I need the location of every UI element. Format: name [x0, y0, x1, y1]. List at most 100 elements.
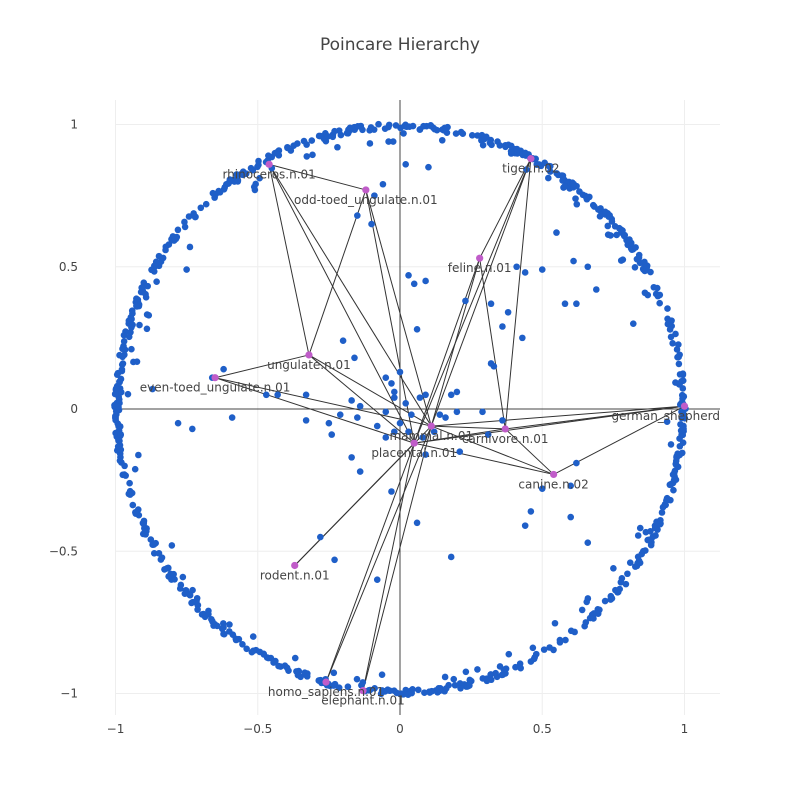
embedding-point	[553, 229, 560, 236]
embedding-point	[590, 615, 597, 622]
embedding-point	[356, 402, 364, 410]
labeled-node-marker	[305, 351, 313, 359]
embedding-point	[451, 681, 459, 689]
embedding-point	[331, 127, 338, 135]
embedding-point	[176, 585, 184, 592]
embedding-point	[607, 592, 615, 600]
embedding-point	[174, 226, 182, 234]
embedding-point	[161, 566, 168, 573]
embedding-point	[428, 687, 436, 695]
embedding-point	[626, 236, 633, 243]
embedding-point	[447, 553, 455, 561]
embedding-point	[611, 223, 619, 230]
embedding-point	[496, 142, 504, 149]
embedding-point	[373, 422, 381, 430]
embedding-point	[592, 609, 600, 617]
embedding-point	[546, 168, 554, 175]
embedding-point	[402, 400, 409, 407]
embedding-point	[680, 393, 687, 400]
embedding-point	[113, 371, 121, 378]
hierarchy-edge	[414, 405, 685, 444]
embedding-point	[309, 151, 316, 159]
x-tick-label: 0	[396, 722, 404, 736]
embedding-point	[343, 129, 351, 137]
embedding-point	[118, 361, 126, 368]
hierarchy-edge	[294, 442, 415, 566]
embedding-point	[234, 178, 242, 185]
embedding-point	[356, 468, 364, 475]
embedding-point	[400, 130, 407, 137]
embedding-point	[170, 570, 177, 578]
node-label: tiger.n.02	[502, 162, 559, 176]
embedding-point	[484, 431, 492, 438]
embedding-point	[291, 654, 299, 662]
hierarchy-edge	[431, 425, 506, 430]
embedding-point	[193, 597, 200, 605]
embedding-point	[584, 539, 592, 547]
embedding-point	[610, 565, 617, 572]
embedding-point	[573, 300, 580, 308]
node-label: mammal.n.01	[389, 429, 473, 443]
labeled-node-marker	[527, 155, 535, 163]
node-label: rodent.n.01	[260, 568, 330, 582]
hierarchy-edge	[504, 158, 532, 429]
embedding-point	[656, 291, 664, 299]
hierarchy-edge	[268, 164, 310, 356]
labeled-node-marker	[362, 186, 370, 194]
embedding-point	[634, 532, 642, 539]
embedding-point	[413, 519, 421, 527]
embedding-point	[676, 381, 683, 388]
embedding-point	[663, 497, 670, 504]
embedding-point	[293, 668, 300, 675]
embedding-point	[127, 315, 135, 322]
node-labels: rhinoceros.n.01 odd-toed_ungulate.n.01 tig…	[140, 162, 720, 708]
y-tick-labels: −1 −0.5 0 0.5 1	[49, 118, 78, 701]
embedding-point	[300, 137, 308, 145]
embedding-point	[149, 385, 156, 393]
embedding-point	[348, 454, 355, 461]
hierarchy-edge	[268, 164, 432, 427]
embedding-point	[601, 597, 609, 605]
embedding-point	[521, 522, 529, 529]
embedding-point	[414, 686, 422, 694]
embedding-point	[462, 668, 470, 676]
embedding-point	[416, 394, 424, 401]
labeled-node-marker	[476, 254, 484, 262]
embedding-point	[290, 142, 297, 149]
x-tick-label: −1	[107, 722, 125, 736]
embedding-point	[382, 434, 390, 441]
embedding-point	[647, 528, 654, 535]
embedding-point	[315, 677, 323, 684]
chart-title: Poincare Hierarchy	[320, 35, 480, 55]
embedding-point	[302, 417, 310, 424]
embedding-point	[466, 676, 474, 684]
embedding-point	[459, 130, 467, 137]
embedding-point	[117, 431, 124, 438]
embedding-point	[442, 414, 449, 421]
embedding-point	[171, 234, 178, 242]
embedding-point	[636, 559, 644, 567]
embedding-point	[561, 300, 569, 308]
embedding-point	[228, 414, 236, 421]
embedding-point	[410, 280, 418, 288]
embedding-point	[351, 354, 358, 362]
hierarchy-edge	[325, 425, 432, 683]
embedding-point	[479, 408, 486, 416]
embedding-point	[274, 391, 281, 399]
embedding-point	[126, 479, 133, 487]
embedding-point	[572, 195, 579, 202]
embedding-point	[336, 411, 344, 418]
embedding-point	[519, 334, 526, 342]
embedding-point	[512, 663, 519, 671]
embedding-point	[608, 218, 616, 225]
embedding-point	[174, 419, 182, 427]
node-label: canine.n.02	[518, 477, 588, 491]
node-label: ungulate.n.01	[267, 358, 351, 372]
embedding-point	[265, 152, 272, 160]
embedding-point	[521, 149, 529, 157]
embedding-point	[635, 254, 643, 262]
embedding-point	[527, 508, 535, 515]
embedding-point	[466, 682, 473, 689]
embedding-point	[647, 268, 654, 276]
